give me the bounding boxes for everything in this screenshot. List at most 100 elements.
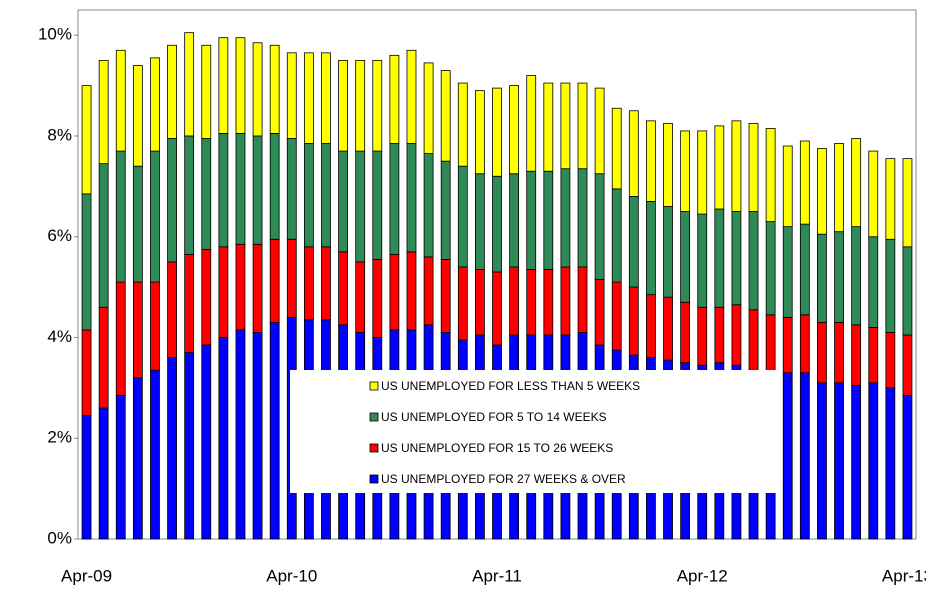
bar-segment: [184, 135, 195, 255]
bar-segment: [646, 201, 656, 296]
bar-segment: [440, 70, 451, 162]
bar-segment: [115, 395, 126, 540]
bar-segment: [338, 59, 348, 152]
bar-segment: [817, 382, 827, 540]
x-tick-label: Apr-13: [882, 566, 926, 585]
bar-segment: [150, 369, 160, 540]
bar-segment: [851, 324, 862, 386]
bar-segment: [714, 306, 725, 364]
bar-segment: [98, 163, 109, 308]
bar-segment: [235, 243, 246, 331]
bar-segment: [286, 138, 297, 240]
bar-segment: [526, 75, 537, 172]
bar-segment: [526, 269, 537, 336]
bar-segment: [628, 286, 639, 356]
bar-segment: [98, 306, 109, 409]
bar-segment: [885, 238, 896, 333]
legend-box: [290, 370, 780, 493]
bar-segment: [577, 168, 588, 268]
bar-segment: [731, 304, 742, 366]
bar-segment: [132, 65, 143, 167]
bar-segment: [167, 261, 177, 359]
bar-segment: [560, 82, 571, 170]
bar-segment: [474, 90, 485, 175]
bar-segment: [577, 82, 588, 170]
bar-segment: [834, 321, 844, 384]
bar-segment: [167, 138, 177, 263]
bar-segment: [834, 231, 844, 323]
bar-segment: [509, 85, 520, 175]
bar-segment: [201, 344, 212, 540]
x-tick-label: Apr-12: [677, 566, 728, 585]
bar-segment: [372, 59, 383, 152]
legend-label: US UNEMPLOYED FOR 5 TO 14 WEEKS: [381, 410, 607, 424]
bar-segment: [714, 125, 725, 210]
bar-segment: [132, 377, 143, 540]
y-tick-label: 8%: [47, 125, 72, 144]
bar-segment: [252, 332, 263, 540]
legend-label: US UNEMPLOYED FOR 15 TO 26 WEEKS: [381, 441, 613, 455]
legend-swatch: [369, 381, 379, 391]
bar-segment: [338, 150, 348, 253]
bar-segment: [338, 251, 348, 326]
bar-segment: [406, 143, 417, 253]
bar-segment: [543, 170, 554, 270]
bar-segment: [714, 208, 725, 308]
bar-segment: [611, 281, 622, 351]
legend-swatch: [369, 412, 379, 422]
bar-segment: [406, 49, 417, 144]
bar-segment: [782, 372, 793, 540]
bar-segment: [697, 306, 708, 366]
bar-segment: [115, 49, 126, 152]
x-tick-label: Apr-11: [472, 566, 522, 585]
bar-segment: [748, 309, 759, 371]
bar-segment: [235, 329, 246, 540]
bar-segment: [680, 211, 691, 303]
bar-segment: [269, 238, 280, 323]
bar-segment: [851, 384, 862, 540]
bar-segment: [748, 122, 759, 212]
bar-segment: [269, 133, 280, 240]
bar-segment: [218, 337, 229, 540]
bar-segment: [201, 248, 212, 346]
bar-segment: [269, 321, 280, 540]
bar-segment: [492, 87, 502, 177]
bar-segment: [81, 329, 92, 416]
bar-segment: [646, 294, 656, 359]
bar-segment: [372, 258, 383, 338]
bar-segment: [834, 143, 844, 233]
bar-segment: [81, 415, 92, 540]
bar-segment: [663, 206, 673, 298]
bar-segment: [252, 243, 263, 333]
bar-segment: [885, 158, 896, 240]
y-tick-label: 2%: [47, 428, 72, 447]
bar-segment: [252, 135, 263, 245]
bar-segment: [269, 44, 280, 134]
bar-segment: [150, 281, 160, 371]
bar-segment: [731, 120, 742, 212]
bar-segment: [902, 246, 913, 336]
bar-segment: [389, 253, 400, 331]
bar-segment: [355, 261, 366, 333]
bar-segment: [731, 211, 742, 306]
bar-segment: [303, 246, 314, 321]
bar-segment: [457, 82, 468, 167]
bar-segment: [115, 281, 126, 396]
bar-segment: [902, 334, 913, 396]
bar-segment: [406, 251, 417, 331]
bar-segment: [98, 59, 109, 165]
bar-segment: [594, 279, 605, 346]
bar-segment: [150, 150, 160, 283]
bar-segment: [885, 387, 896, 540]
bar-segment: [628, 110, 639, 197]
legend-swatch: [369, 474, 379, 484]
bar-segment: [132, 165, 143, 283]
bar-segment: [389, 143, 400, 255]
bar-segment: [799, 223, 810, 316]
bar-segment: [611, 188, 622, 283]
x-tick-label: Apr-09: [61, 566, 112, 585]
bar-segment: [372, 150, 383, 260]
bar-segment: [201, 44, 212, 139]
bar-segment: [321, 246, 331, 321]
